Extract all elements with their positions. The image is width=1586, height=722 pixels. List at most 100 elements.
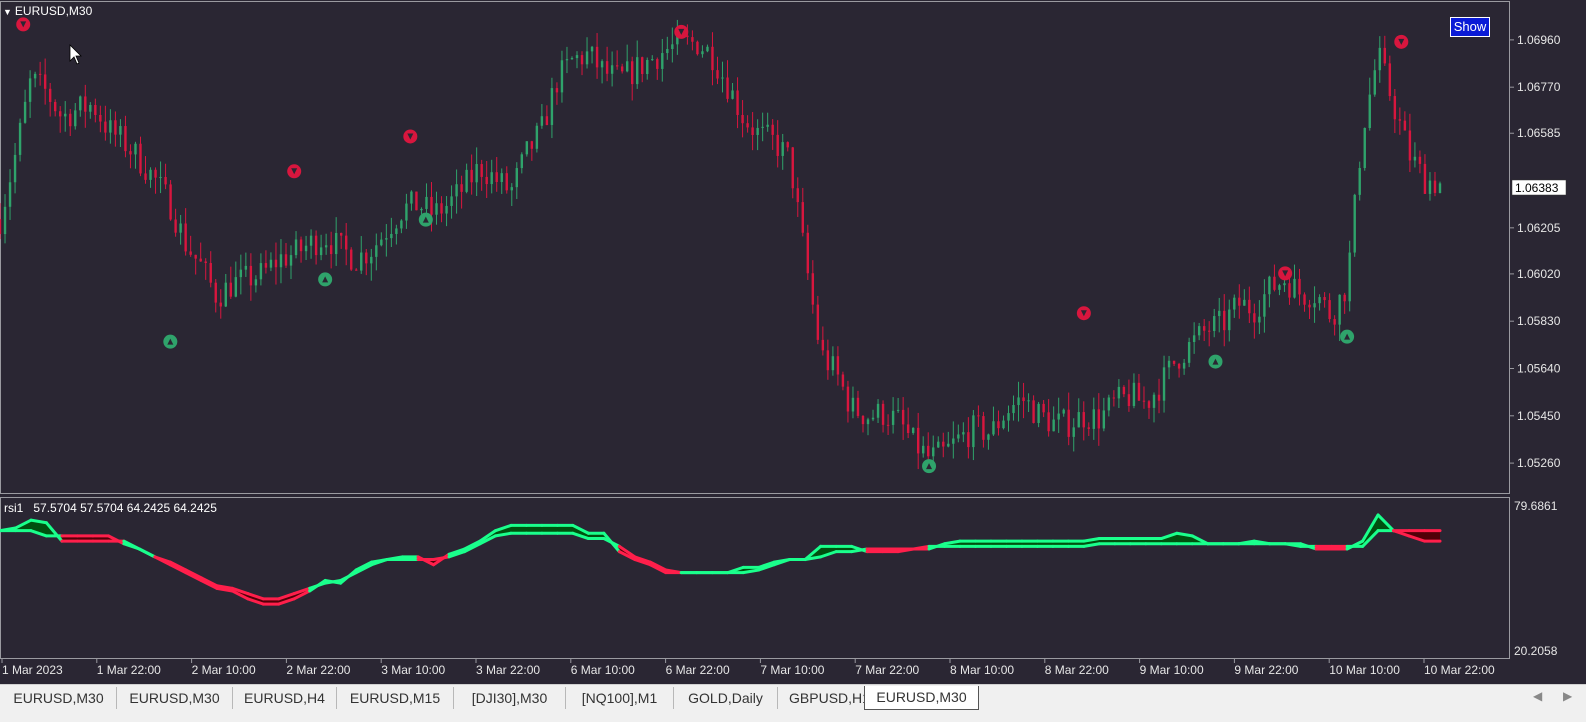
candle-body xyxy=(38,73,42,75)
mouse-cursor-icon xyxy=(69,44,82,65)
chart-symbol-title[interactable]: ▼ EURUSD,M30 xyxy=(3,4,92,18)
rsi-slow-line xyxy=(803,555,823,561)
rsi-slow-line xyxy=(463,542,482,554)
candle-body xyxy=(84,96,87,112)
candle-body xyxy=(691,37,694,42)
candle-body xyxy=(610,65,614,74)
candle-body xyxy=(184,223,187,252)
candle-body xyxy=(821,339,825,351)
candle-body xyxy=(1197,326,1201,336)
rsi-cloud-fill xyxy=(510,525,527,534)
candle-body xyxy=(1388,63,1392,97)
scroll-left-arrow-icon[interactable]: ◀ xyxy=(1533,689,1543,703)
candle-body xyxy=(1393,96,1397,120)
chart-tab[interactable]: EURUSD,M15 xyxy=(337,687,454,709)
rsi-fast-line xyxy=(648,563,668,575)
rsi-slow-line xyxy=(478,534,497,546)
candle-body xyxy=(1228,309,1231,331)
candle-body xyxy=(475,164,478,183)
candle-body xyxy=(641,57,644,75)
candle-body xyxy=(1127,394,1131,406)
current-price-label: 1.06383 xyxy=(1515,181,1559,195)
chart-tab[interactable]: EURUSD,M30 xyxy=(1,687,117,709)
candle-body xyxy=(726,77,729,99)
candle-body xyxy=(716,70,719,79)
chart-tab[interactable]: EURUSD,H4 xyxy=(233,687,337,709)
candle-body xyxy=(585,51,589,65)
candle-body xyxy=(430,196,433,215)
candle-body xyxy=(1182,362,1186,369)
candle-body xyxy=(1218,310,1221,317)
rsi-cloud-fill xyxy=(1424,530,1440,542)
candle-body xyxy=(164,176,167,185)
candle-body xyxy=(1263,294,1266,317)
collapse-triangle-icon[interactable]: ▼ xyxy=(3,7,12,17)
candle-body xyxy=(1303,294,1306,305)
candle-body xyxy=(224,282,227,307)
rsi-fast-line xyxy=(571,523,590,535)
rsi-slow-line xyxy=(339,571,358,582)
candle-body xyxy=(435,203,438,215)
candle-body xyxy=(204,261,207,264)
candle-body xyxy=(646,59,649,75)
candle-body xyxy=(666,49,669,54)
rsi-cloud-fill xyxy=(557,525,573,534)
symbol-title-text: EURUSD,M30 xyxy=(14,4,93,18)
candle-body xyxy=(947,443,950,447)
rsi-slow-line xyxy=(137,547,157,559)
candle-body xyxy=(550,88,554,125)
show-button[interactable]: Show xyxy=(1450,17,1490,37)
rsi-slow-line xyxy=(246,592,265,601)
current-price-marker: 1.06383 xyxy=(1511,179,1567,196)
price-tick-label: 1.05260 xyxy=(1517,456,1561,470)
candle-body xyxy=(445,205,448,214)
candle-body xyxy=(625,61,629,72)
rsi-fast-line xyxy=(1361,513,1380,543)
candle-body xyxy=(1187,342,1191,363)
candle-body xyxy=(906,424,910,433)
candle-body xyxy=(816,304,820,340)
rsi-slow-line xyxy=(292,586,312,596)
sell-signal-arrow-icon xyxy=(1076,306,1091,321)
scroll-right-arrow-icon[interactable]: ▶ xyxy=(1563,689,1573,703)
candle-body xyxy=(615,65,619,67)
rsi-slow-line xyxy=(1283,542,1303,548)
rsi-fast-line xyxy=(478,529,497,543)
rsi-slow-line xyxy=(741,568,761,575)
chart-tab[interactable]: GOLD,Daily xyxy=(674,687,778,709)
candle-body xyxy=(997,421,1000,429)
candle-body xyxy=(94,104,97,115)
price-chart-canvas[interactable]: 1.06960 1.06770 1.06585 1.06205 1.06020 1.058… xyxy=(0,0,1586,684)
candle-body xyxy=(214,282,217,303)
candle-body xyxy=(605,61,609,74)
candle-body xyxy=(982,416,985,440)
candle-body xyxy=(1338,294,1341,325)
chart-window[interactable]: 1.06960 1.06770 1.06585 1.06205 1.06020 1.058… xyxy=(0,0,1586,684)
candle-body xyxy=(1077,412,1080,428)
candle-body xyxy=(932,447,935,457)
candle-body xyxy=(450,196,453,206)
candle-body xyxy=(1177,363,1181,369)
chart-tab[interactable]: [NQ100],M1 xyxy=(566,687,674,709)
candle-body xyxy=(701,51,704,55)
candle-body xyxy=(1117,386,1121,399)
rsi-cloud-series xyxy=(0,513,1442,606)
rsi-fast-line xyxy=(1175,531,1194,538)
candle-body xyxy=(1343,294,1346,302)
candle-body xyxy=(28,78,32,102)
chart-tab[interactable]: EURUSD,M30 xyxy=(864,686,979,710)
candle-body xyxy=(565,59,569,61)
time-axis: 1 Mar 2023 1 Mar 22:00 2 Mar 10:00 2 Mar 22… xyxy=(1,659,1495,677)
rsi-fast-line xyxy=(1376,513,1396,533)
candle-body xyxy=(74,110,77,127)
candle-body xyxy=(455,184,458,197)
chart-tab[interactable]: EURUSD,M30 xyxy=(117,687,233,709)
candle-body xyxy=(465,169,468,192)
candle-body xyxy=(952,438,955,444)
candle-body xyxy=(671,44,674,50)
chart-tab[interactable]: [DJI30],M30 xyxy=(454,687,566,709)
candle-body xyxy=(1293,278,1296,298)
rsi-slow-line xyxy=(850,547,869,554)
candle-body xyxy=(1328,300,1331,320)
candle-body xyxy=(826,350,830,371)
